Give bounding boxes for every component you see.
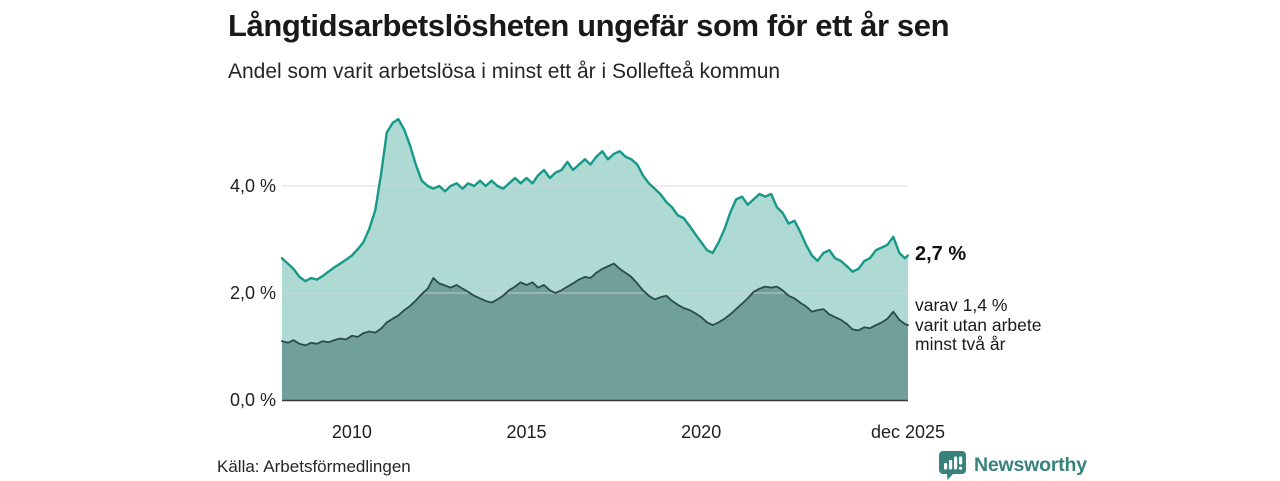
x-tick-label: 2015 xyxy=(506,422,547,442)
end-value-label-two-year: varav 1,4 % varit utan arbete minst två … xyxy=(915,295,1042,354)
source-credit: Källa: Arbetsförmedlingen xyxy=(217,457,411,476)
x-tick-label: dec 2025 xyxy=(870,422,946,442)
gridlines xyxy=(282,185,908,294)
newsworthy-chart-bubble-icon xyxy=(939,450,966,480)
newsworthy-wordmark: Newsworthy xyxy=(974,453,1087,476)
end-value-label-total: 2,7 % xyxy=(915,243,967,265)
chart-subtitle: Andel som varit arbetslösa i minst ett å… xyxy=(228,60,781,83)
series-line-two-year xyxy=(281,262,909,347)
y-tick-label: 4,0 % xyxy=(229,176,276,196)
series-line-total xyxy=(280,117,910,283)
x-tick-label: 2020 xyxy=(681,422,722,442)
page-title: Långtidsarbetslösheten ungefär som för e… xyxy=(228,8,950,43)
area-fill-two-year xyxy=(282,263,908,400)
y-tick-label: 0,0 % xyxy=(229,390,276,410)
y-tick-label: 2,0 % xyxy=(229,283,276,303)
newsworthy-logo[interactable]: Newsworthy xyxy=(938,449,1087,481)
x-tick-label: 2010 xyxy=(331,422,372,442)
